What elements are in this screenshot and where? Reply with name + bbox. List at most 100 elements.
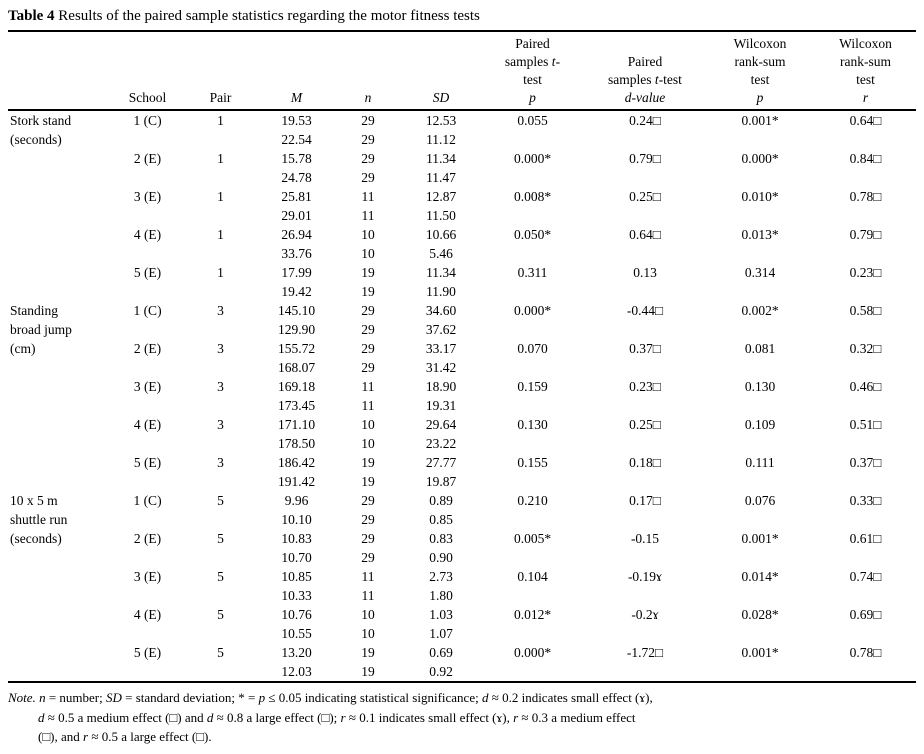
table-row: 178.50 10 23.22 <box>8 434 916 453</box>
cell-wilcoxon-p: 0.076 <box>744 493 776 508</box>
test-name-line: (seconds) <box>10 531 62 546</box>
italic-text: r <box>862 90 869 105</box>
cell-wilcoxon-p <box>705 510 815 529</box>
cell-school: 2 (E) <box>133 151 162 166</box>
cell-pair <box>182 168 259 187</box>
cell-d-value: 0.79□ <box>629 151 661 166</box>
column-header-line: Paired <box>627 54 663 69</box>
cell-pair: 1 <box>217 189 224 204</box>
table-row: 2 (E) 5 10.83 29 0.83 0.005* -0.15 0.001* 0.61□ <box>8 529 916 548</box>
table-caption-label: Table 4 <box>8 8 55 24</box>
cell-paired-p <box>480 624 585 643</box>
cell-pair: 1 <box>217 227 224 242</box>
cell-paired-p: 0.155 <box>517 455 548 470</box>
cell-wilcoxon-p: 0.130 <box>744 379 776 394</box>
cell-wilcoxon-p: 0.081 <box>744 341 776 356</box>
cell-wilcoxon-p <box>705 320 815 339</box>
cell-sd: 0.85 <box>429 512 453 527</box>
cell-pair <box>182 472 259 491</box>
cell-wilcoxon-r: 0.64□ <box>849 113 882 128</box>
cell-wilcoxon-p: 0.001* <box>741 113 779 128</box>
cell-pair: 5 <box>217 493 224 508</box>
cell-school: 3 (E) <box>133 189 162 204</box>
cell-sd: 23.22 <box>425 436 457 451</box>
cell-pair <box>182 662 259 682</box>
italic-text: SD <box>105 690 122 705</box>
italic-text: d <box>481 690 489 705</box>
table-row: 5 (E) 3 186.42 19 27.77 0.155 0.18□ 0.111 0.37□ <box>8 453 916 472</box>
cell-sd: 0.69 <box>429 645 453 660</box>
cell-sd: 11.47 <box>426 170 456 185</box>
cell-paired-p <box>480 282 585 301</box>
cell-pair <box>182 358 259 377</box>
column-header-sd: SD <box>402 30 480 111</box>
cell-m: 33.76 <box>281 246 312 261</box>
cell-school: 1 (C) <box>133 113 162 128</box>
cell-m: 29.01 <box>281 208 312 223</box>
table-row: 5 (E) 5 13.20 19 0.69 0.000* -1.72□ 0.001* 0.78□ <box>8 643 916 662</box>
cell-school <box>113 244 182 263</box>
cell-n: 11 <box>361 588 375 603</box>
test-name-line: shuttle run <box>10 512 68 527</box>
cell-pair: 5 <box>217 645 224 660</box>
column-header-m: M <box>259 30 334 111</box>
cell-d-value <box>585 624 705 643</box>
cell-wilcoxon-r <box>815 282 916 301</box>
cell-paired-p <box>480 320 585 339</box>
cell-m: 10.55 <box>281 626 312 641</box>
cell-wilcoxon-r: 0.46□ <box>849 379 882 394</box>
cell-d-value <box>585 510 705 529</box>
cell-paired-p: 0.050* <box>513 227 552 242</box>
italic-text: SD <box>432 90 450 105</box>
cell-sd: 34.60 <box>425 303 457 318</box>
italic-text: r <box>340 709 346 725</box>
column-header-d-value: Paired samples t-test d-value <box>585 30 705 111</box>
table-row: 173.45 11 19.31 <box>8 396 916 415</box>
cell-sd: 18.90 <box>425 379 457 394</box>
italic-text: M <box>290 90 303 105</box>
table-row: Stork stand (seconds) 1 (C) 1 19.53 29 12.53 0.… <box>8 110 916 147</box>
cell-pair: 5 <box>217 531 224 546</box>
cell-sd: 31.42 <box>425 360 457 375</box>
cell-pair <box>182 130 259 149</box>
cell-m: 10.10 <box>281 512 312 527</box>
cell-school: 3 (E) <box>133 379 162 394</box>
cell-m: 24.78 <box>281 170 312 185</box>
table-row: 168.07 29 31.42 <box>8 358 916 377</box>
note-line: d ≈ 0.5 a medium effect (□) and d ≈ 0.8 … <box>38 709 636 725</box>
cell-sd: 5.46 <box>429 246 453 261</box>
cell-school: 4 (E) <box>133 607 162 622</box>
test-name-cell: Stork stand (seconds) <box>8 110 113 301</box>
cell-pair: 3 <box>217 303 224 318</box>
cell-pair <box>182 282 259 301</box>
cell-m: 169.18 <box>277 379 316 394</box>
italic-text: d <box>38 709 45 725</box>
cell-m: 12.03 <box>281 664 312 679</box>
column-header-line: test <box>523 72 542 87</box>
cell-d-value: 0.37□ <box>629 341 661 356</box>
table-row: 3 (E) 3 169.18 11 18.90 0.159 0.23□ 0.130 0.46□ <box>8 377 916 396</box>
table-row: 4 (E) 1 26.94 10 10.66 0.050* 0.64□ 0.013* 0.79□ <box>8 225 916 244</box>
cell-paired-p <box>480 510 585 529</box>
cell-wilcoxon-p: 0.002* <box>741 303 779 318</box>
cell-n: 29 <box>361 151 375 166</box>
italic-text: p <box>529 90 536 105</box>
cell-n: 19 <box>361 284 375 299</box>
cell-pair <box>182 396 259 415</box>
cell-d-value: -0.19ɤ <box>627 569 663 584</box>
column-header-sublabel: Pair <box>209 90 232 105</box>
cell-sd: 11.50 <box>426 208 456 223</box>
column-header-line: Wilcoxon <box>839 36 892 51</box>
cell-school <box>113 510 182 529</box>
cell-wilcoxon-r: 0.84□ <box>849 151 882 166</box>
table-row: 5 (E) 1 17.99 19 11.34 0.311 0.13 0.314 0.23□ <box>8 263 916 282</box>
cell-n: 10 <box>361 246 375 261</box>
cell-n: 29 <box>361 170 375 185</box>
cell-wilcoxon-p: 0.010* <box>741 189 779 204</box>
cell-sd: 1.80 <box>429 588 453 603</box>
cell-d-value: -1.72□ <box>626 645 664 660</box>
cell-d-value: 0.64□ <box>629 227 661 242</box>
cell-n: 11 <box>361 189 375 204</box>
cell-wilcoxon-p <box>705 662 815 682</box>
